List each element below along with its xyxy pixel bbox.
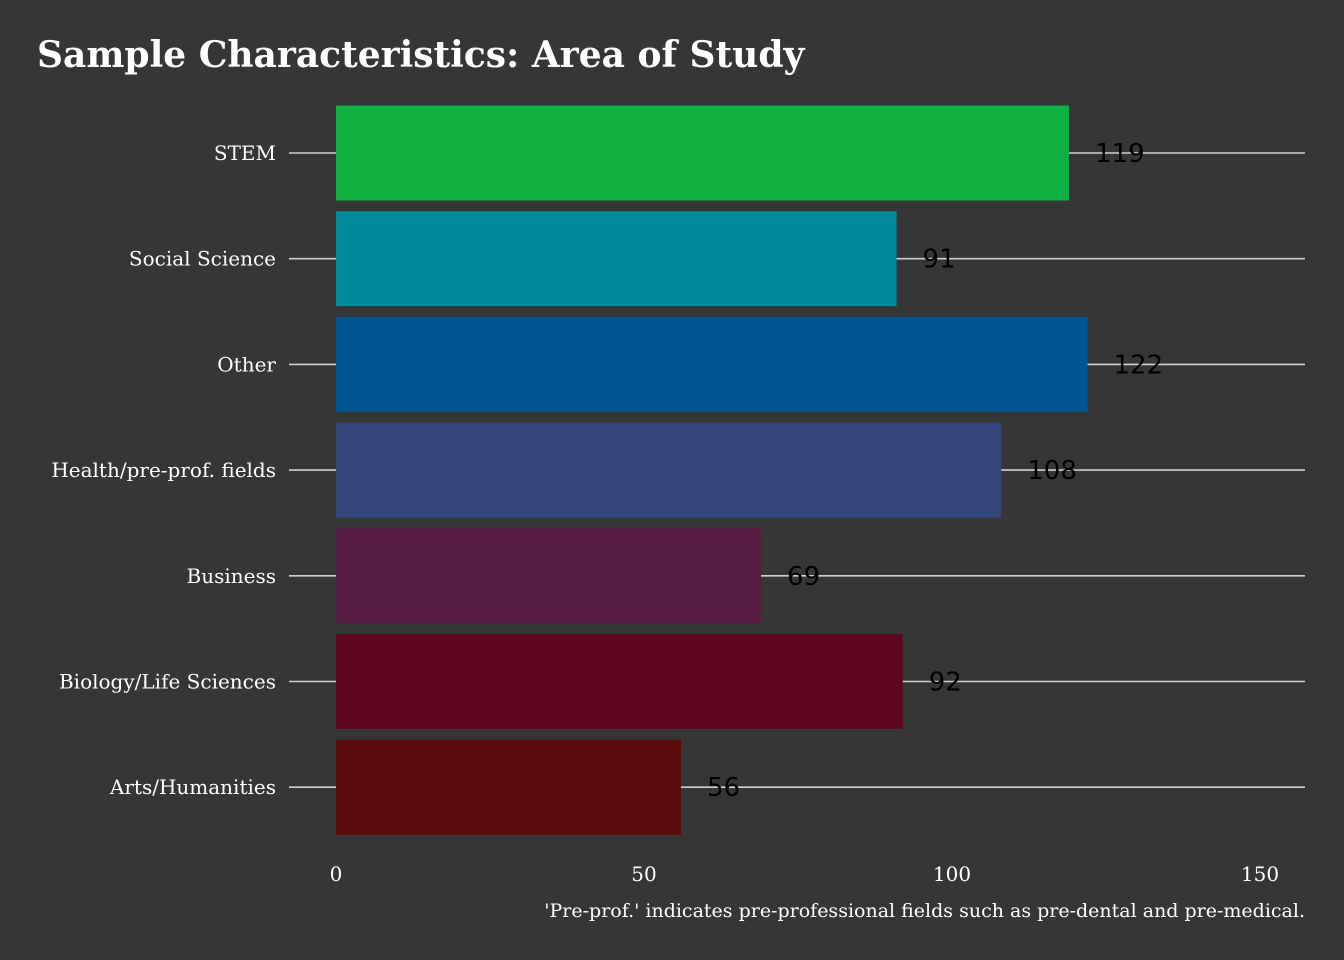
chart-caption: 'Pre-prof.' indicates pre-professional f…: [544, 900, 1305, 922]
category-label: STEM: [214, 141, 276, 165]
x-axis-ticks: 0 50 100 150: [330, 862, 1279, 886]
data-label: 108: [1027, 456, 1077, 486]
category-label: Biology/Life Sciences: [59, 670, 276, 694]
x-tick-label: 50: [631, 862, 656, 886]
chart-title: Sample Characteristics: Area of Study: [37, 34, 805, 76]
data-label: 119: [1095, 139, 1145, 169]
category-labels: STEM Social Science Other Health/pre-prof. …: [51, 141, 276, 799]
x-tick-label: 100: [933, 862, 971, 886]
x-tick-label: 0: [330, 862, 343, 886]
bar: [336, 634, 903, 729]
category-label: Arts/Humanities: [109, 775, 276, 799]
bar: [336, 739, 681, 835]
data-label: 69: [787, 562, 820, 592]
x-tick-label: 150: [1241, 862, 1279, 886]
data-labels: 119 91 122 108 69 92 56: [707, 139, 1163, 803]
category-label: Social Science: [129, 247, 276, 271]
bar: [336, 528, 762, 624]
bars: [336, 105, 1088, 835]
category-label: Other: [217, 352, 276, 376]
data-label: 91: [923, 245, 956, 275]
bar: [336, 211, 897, 307]
category-label: Health/pre-prof. fields: [51, 458, 276, 482]
data-label: 92: [929, 668, 962, 698]
bar: [336, 105, 1070, 201]
bar: [336, 422, 1002, 518]
category-label: Business: [187, 564, 276, 588]
bar: [336, 316, 1088, 412]
data-label: 56: [707, 773, 740, 803]
data-label: 122: [1114, 350, 1164, 380]
